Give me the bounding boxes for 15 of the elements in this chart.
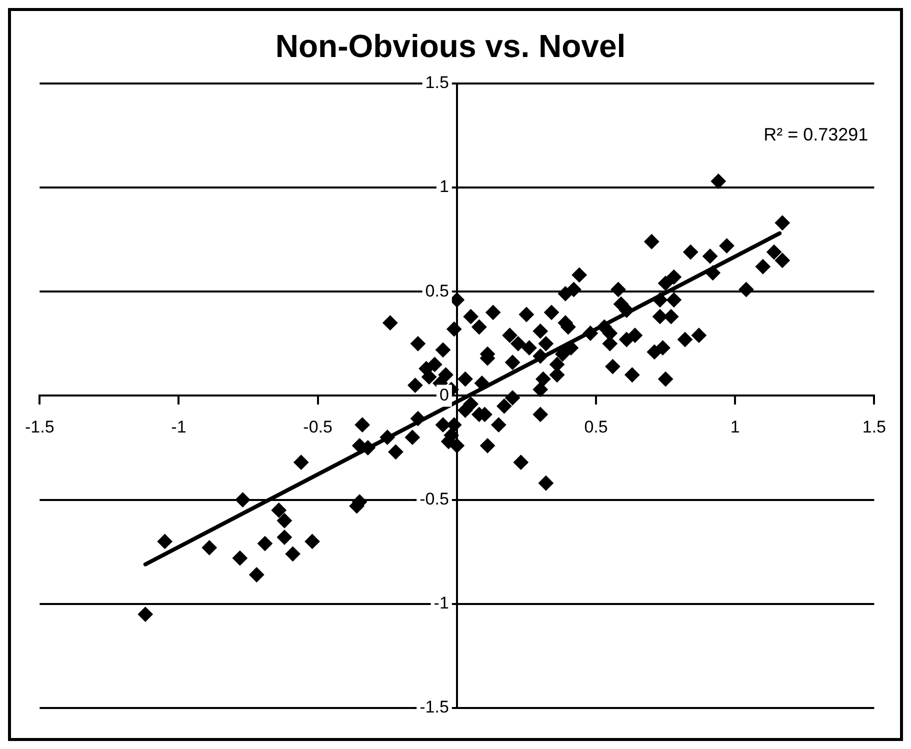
- y-tick-label: 1: [439, 177, 449, 196]
- y-tick-label: 0.5: [425, 281, 449, 300]
- x-tick-label: -0.5: [303, 418, 332, 437]
- y-tick-label: -0.5: [420, 489, 449, 508]
- y-tick-label: 0: [439, 385, 449, 404]
- x-tick-label: 1: [730, 418, 740, 437]
- y-tick-label: 1.5: [425, 73, 449, 92]
- y-tick-label: -1: [434, 594, 449, 613]
- x-tick-label: -1: [171, 418, 186, 437]
- annotation: R² = 0.73291: [764, 124, 868, 144]
- x-tick-label: 1.5: [862, 418, 886, 437]
- y-tick-label: -1.5: [420, 698, 449, 717]
- x-tick-label: 0.5: [584, 418, 608, 437]
- chart-title: Non-Obvious vs. Novel: [275, 28, 626, 64]
- x-tick-label: -1.5: [25, 418, 54, 437]
